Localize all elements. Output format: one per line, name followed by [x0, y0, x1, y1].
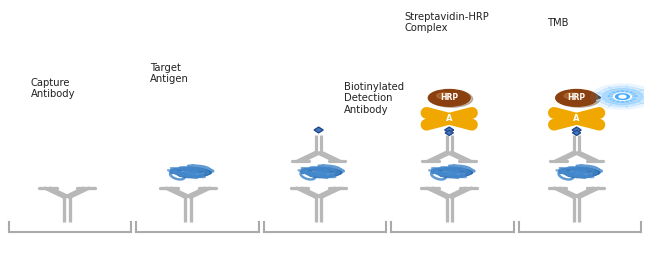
Text: HRP: HRP	[440, 93, 458, 102]
Circle shape	[564, 93, 579, 99]
Polygon shape	[314, 127, 323, 133]
Polygon shape	[445, 127, 454, 133]
Text: TMB: TMB	[547, 18, 568, 28]
Circle shape	[428, 89, 470, 106]
Polygon shape	[573, 130, 580, 135]
Circle shape	[614, 93, 632, 100]
Circle shape	[558, 90, 600, 107]
Circle shape	[619, 95, 626, 98]
Polygon shape	[445, 130, 453, 135]
Circle shape	[437, 93, 451, 99]
Text: A: A	[446, 114, 452, 123]
Text: HRP: HRP	[567, 93, 586, 102]
Text: Capture
Antibody: Capture Antibody	[31, 78, 75, 99]
Text: Biotinylated
Detection
Antibody: Biotinylated Detection Antibody	[344, 82, 404, 115]
Circle shape	[603, 89, 643, 105]
Circle shape	[597, 86, 648, 107]
Circle shape	[616, 94, 629, 99]
Circle shape	[608, 91, 637, 102]
Text: Streptavidin-HRP
Complex: Streptavidin-HRP Complex	[404, 12, 489, 33]
Text: A: A	[573, 114, 580, 123]
Polygon shape	[572, 127, 581, 133]
Circle shape	[591, 84, 650, 109]
Circle shape	[431, 90, 473, 107]
Circle shape	[556, 89, 597, 106]
Text: Target
Antigen: Target Antigen	[150, 63, 188, 84]
